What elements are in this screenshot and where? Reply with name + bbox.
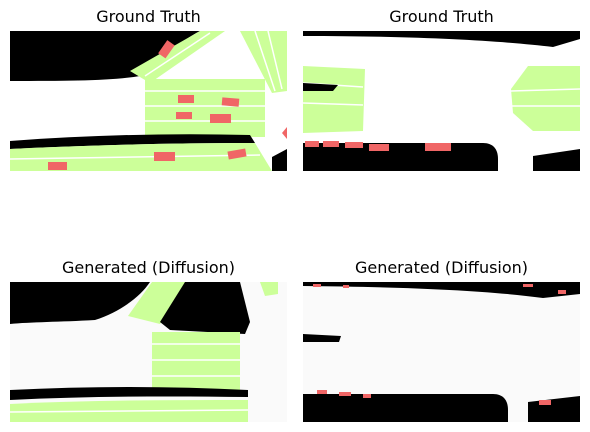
ground-truth-map-1 [10,31,287,171]
generated-map-1-image [10,282,287,422]
panel-title-ground-truth-2: Ground Truth [389,7,494,26]
generated-map-2-image [303,282,580,422]
ground-truth-map-1-image [10,31,287,171]
ground-truth-map-2 [303,31,580,171]
generated-map-1 [10,282,287,422]
panel-title-generated-2: Generated (Diffusion) [354,258,529,277]
panel-title-ground-truth-1: Ground Truth [96,7,201,26]
ground-truth-map-2-image [303,31,580,171]
generated-map-2 [303,282,580,422]
panel-title-generated-1: Generated (Diffusion) [61,258,236,277]
